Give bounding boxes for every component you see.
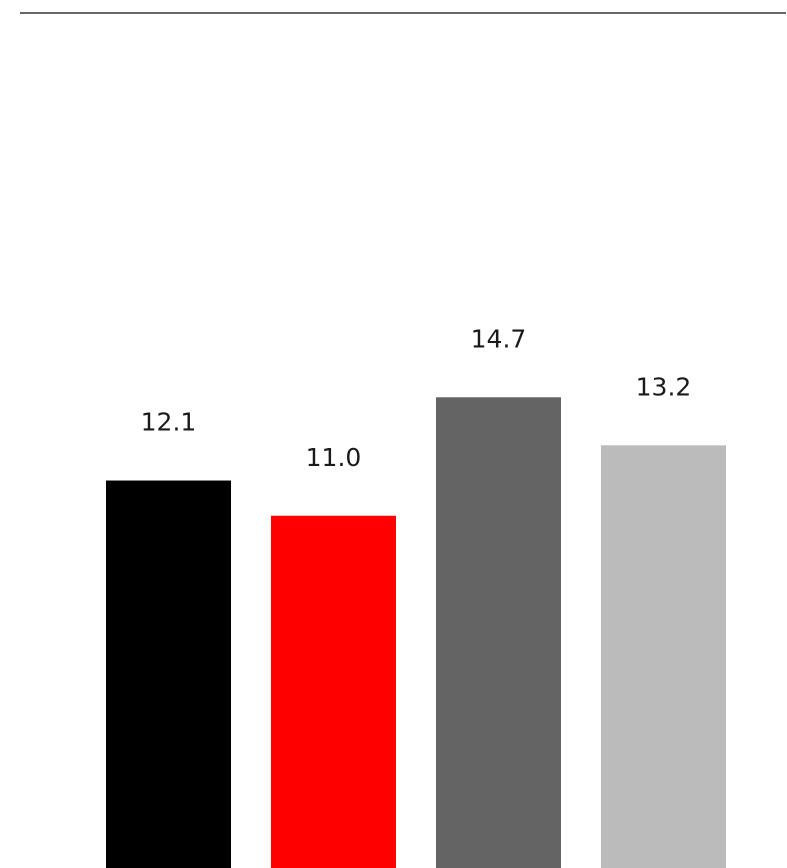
- bar-3: [436, 397, 561, 868]
- bar-value-label-3: 14.7: [471, 324, 527, 353]
- value-labels-group: 12.1 11.0 14.7 13.2: [141, 324, 692, 471]
- bar-2: [271, 515, 396, 868]
- bar-4: [601, 445, 726, 868]
- bar-value-label-4: 13.2: [636, 372, 692, 401]
- bars-group: [106, 397, 726, 868]
- bar-value-label-1: 12.1: [141, 408, 197, 437]
- bar-1: [106, 480, 231, 868]
- bar-value-label-2: 11.0: [306, 443, 362, 472]
